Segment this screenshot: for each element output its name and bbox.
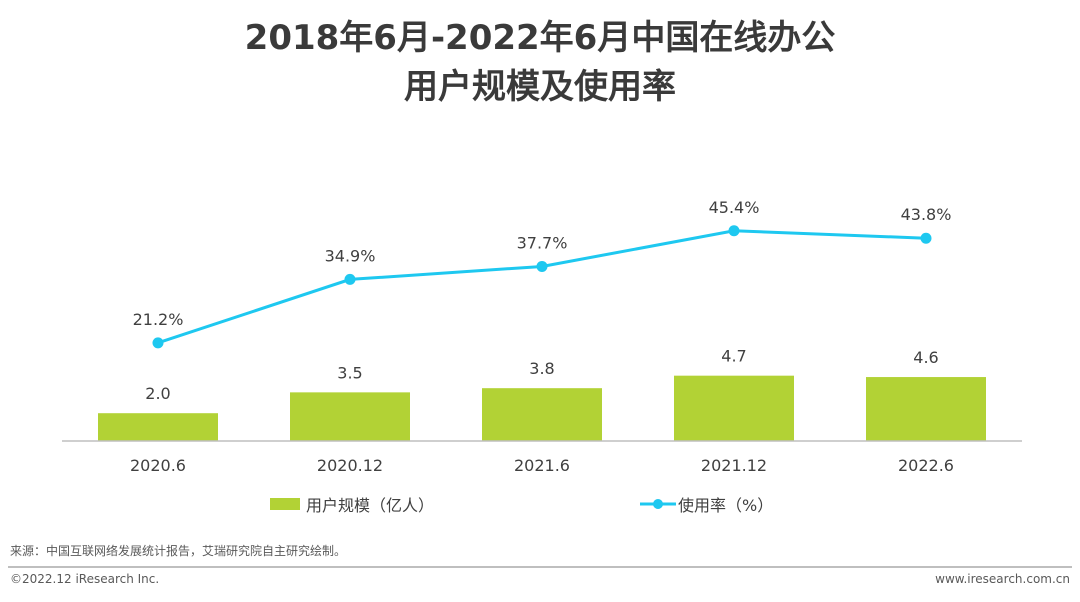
line-value-label: 34.9% [325, 246, 376, 265]
legend-bar-swatch-icon [270, 498, 300, 510]
line-point [536, 260, 548, 272]
line-value-label: 37.7% [517, 233, 568, 252]
bar [866, 377, 986, 441]
x-tick-label: 2020.6 [130, 456, 186, 475]
bar [674, 375, 794, 441]
bar-value-label: 4.6 [913, 348, 938, 367]
legend-bar-label: 用户规模（亿人） [306, 496, 435, 515]
footer-divider [8, 566, 1072, 568]
website: www.iresearch.com.cn [935, 572, 1070, 586]
chart-title-line2: 用户规模及使用率 [404, 67, 676, 107]
bar-value-label: 4.7 [721, 347, 746, 366]
line-value-label: 21.2% [133, 310, 184, 329]
line-point [728, 225, 740, 237]
x-tick-label: 2022.6 [898, 456, 954, 475]
x-tick-label: 2021.12 [701, 456, 767, 475]
bar-value-label: 3.5 [337, 363, 362, 382]
line-value-label: 45.4% [709, 198, 760, 217]
source-note: 来源：中国互联网络发展统计报告，艾瑞研究院自主研究绘制。 [10, 544, 347, 558]
line-point [152, 337, 164, 349]
legend-item-bar: 用户规模（亿人） [270, 492, 434, 516]
line-point [344, 273, 356, 285]
bar-value-label: 2.0 [145, 384, 170, 403]
bar [98, 413, 218, 441]
line-value-label: 43.8% [901, 205, 952, 224]
x-tick-label: 2020.12 [317, 456, 383, 475]
legend-item-line: 使用率（%） [640, 492, 773, 516]
chart-plot: 2.0 2020.6 3.5 2020.12 3.8 2021.6 4.7 2021.12 4.… [62, 198, 1022, 475]
x-tick-label: 2021.6 [514, 456, 570, 475]
copyright: ©2022.12 iResearch Inc. [10, 572, 160, 586]
bar-value-label: 3.8 [529, 359, 554, 378]
chart-title-line1: 2018年6月-2022年6月中国在线办公 [244, 18, 836, 58]
legend-line-marker-icon [640, 499, 676, 509]
bar [290, 392, 410, 441]
line-point [920, 232, 932, 244]
legend-line-label: 使用率（%） [678, 496, 774, 515]
bar [482, 388, 602, 441]
